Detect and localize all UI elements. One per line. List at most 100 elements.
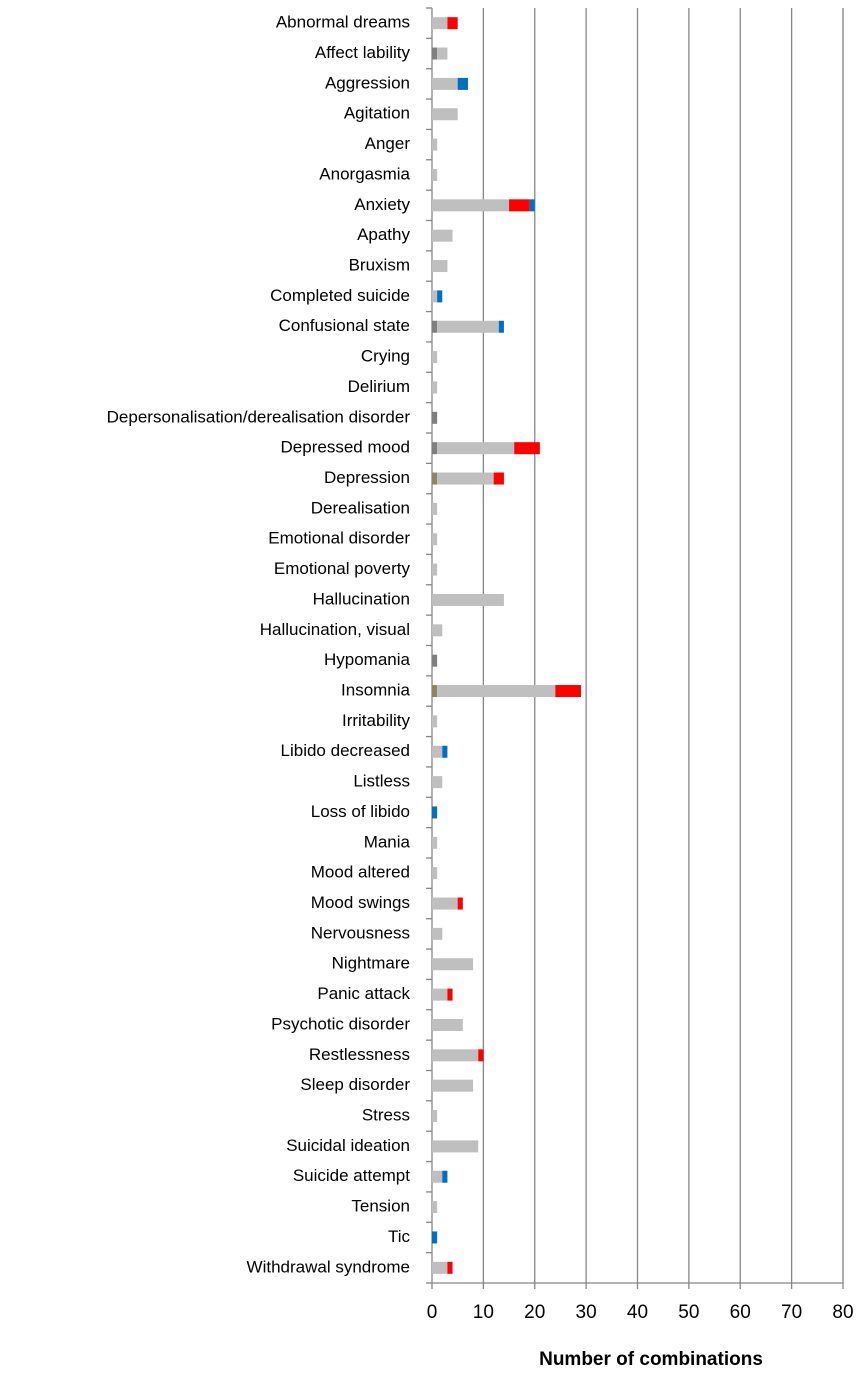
- bar-segment: [432, 47, 438, 60]
- y-tick-label: Abnormal dreams: [276, 13, 410, 32]
- y-tick-label: Libido decreased: [281, 741, 410, 760]
- bar-segment: [432, 593, 504, 606]
- bar-segment: [498, 320, 504, 333]
- bar-segment: [529, 199, 535, 212]
- y-tick-label: Delirium: [348, 377, 410, 396]
- y-tick-label: Listless: [353, 772, 410, 791]
- y-tick-label: Nightmare: [332, 954, 410, 973]
- y-tick-label: Tic: [388, 1227, 411, 1246]
- bar-segment: [432, 472, 438, 485]
- x-tick-label: 60: [730, 1302, 751, 1323]
- bar-segment: [432, 320, 438, 333]
- y-tick-label: Anorgasmia: [319, 164, 410, 183]
- bar-segment: [437, 320, 499, 333]
- y-tick-label: Mania: [364, 832, 411, 851]
- y-tick-label: Withdrawal syndrome: [247, 1257, 410, 1276]
- y-tick-label: Depersonalisation/derealisation disorder: [107, 407, 411, 426]
- bar-segment: [432, 897, 458, 910]
- y-tick-label: Confusional state: [279, 316, 410, 335]
- bar-segment: [432, 411, 438, 424]
- y-tick-label: Sleep disorder: [300, 1075, 410, 1094]
- bar-segment: [432, 533, 438, 546]
- bar-segment: [447, 1261, 453, 1274]
- bar-segment: [457, 77, 468, 90]
- y-tick-label: Anger: [365, 134, 411, 153]
- bar-segment: [432, 502, 438, 515]
- bar-segment: [432, 1018, 463, 1031]
- bar-segment: [432, 958, 474, 971]
- bar-segment: [432, 563, 438, 576]
- y-tick-label: Psychotic disorder: [271, 1014, 410, 1033]
- y-tick-label: Nervousness: [311, 923, 410, 942]
- bar-segment: [432, 260, 448, 273]
- y-tick-label: Anxiety: [354, 195, 410, 214]
- y-tick-label: Completed suicide: [270, 286, 410, 305]
- bar-segment: [432, 442, 438, 455]
- y-tick-label: Panic attack: [317, 984, 410, 1003]
- bar-segment: [437, 442, 515, 455]
- bar-segment: [432, 199, 510, 212]
- bar-segment: [432, 168, 438, 181]
- bar-segment: [432, 927, 443, 940]
- y-tick-label: Apathy: [357, 225, 410, 244]
- bar-segment: [432, 867, 438, 880]
- y-tick-label: Insomnia: [341, 681, 411, 700]
- y-tick-label: Hallucination, visual: [260, 620, 410, 639]
- y-tick-label: Affect lability: [315, 43, 411, 62]
- bar-segment: [447, 988, 453, 1001]
- bar-segment: [432, 988, 448, 1001]
- bar-segment: [432, 1201, 438, 1214]
- y-tick-label: Aggression: [325, 73, 410, 92]
- bar-segment: [432, 1170, 443, 1183]
- y-tick-label: Agitation: [344, 104, 410, 123]
- bar-segment: [432, 745, 443, 758]
- y-tick-label: Crying: [361, 347, 410, 366]
- bar-segment: [432, 17, 448, 30]
- y-tick-label: Suicidal ideation: [286, 1136, 410, 1155]
- y-tick-label: Suicide attempt: [293, 1166, 410, 1185]
- y-tick-label: Emotional disorder: [268, 529, 410, 548]
- bar-segment: [432, 836, 438, 849]
- bar-segment: [432, 776, 443, 789]
- y-tick-label: Loss of libido: [311, 802, 410, 821]
- bar-segment: [432, 1261, 448, 1274]
- bar-segment: [457, 897, 463, 910]
- bar-segment: [432, 1110, 438, 1123]
- y-tick-label: Hypomania: [324, 650, 411, 669]
- y-tick-label: Derealisation: [311, 498, 410, 517]
- x-tick-label: 70: [781, 1302, 802, 1323]
- y-tick-label: Tension: [351, 1197, 410, 1216]
- bar-segment: [432, 654, 438, 667]
- y-tick-label: Irritability: [342, 711, 411, 730]
- bar-segment: [432, 685, 438, 698]
- x-tick-label: 10: [473, 1302, 494, 1323]
- bar-segment: [432, 624, 443, 637]
- y-tick-label: Emotional poverty: [274, 559, 411, 578]
- x-tick-label: 80: [832, 1302, 853, 1323]
- bar-segment: [432, 290, 438, 303]
- x-axis-title: Number of combinations: [539, 1349, 763, 1370]
- y-tick-label: Bruxism: [349, 256, 410, 275]
- bar-segment: [555, 685, 581, 698]
- bar-segment: [432, 1140, 479, 1153]
- bar-segment: [447, 17, 458, 30]
- y-tick-label: Hallucination: [313, 589, 410, 608]
- bar-segment: [432, 77, 458, 90]
- bar-segment: [432, 108, 458, 121]
- bar-segment: [432, 229, 453, 242]
- bar-segment: [432, 351, 438, 364]
- bar-segment: [432, 1231, 438, 1244]
- bar-segment: [493, 472, 504, 485]
- bar-segment: [432, 138, 438, 151]
- bar-segment: [432, 806, 438, 819]
- bar-segment: [437, 47, 448, 60]
- bar-segment: [437, 685, 556, 698]
- x-tick-label: 0: [427, 1302, 438, 1323]
- y-tick-label: Depression: [324, 468, 410, 487]
- bar-segment: [437, 290, 443, 303]
- x-tick-label: 40: [627, 1302, 648, 1323]
- y-tick-label: Depressed mood: [281, 438, 410, 457]
- bar-segment: [509, 199, 530, 212]
- y-tick-label: Stress: [362, 1106, 410, 1125]
